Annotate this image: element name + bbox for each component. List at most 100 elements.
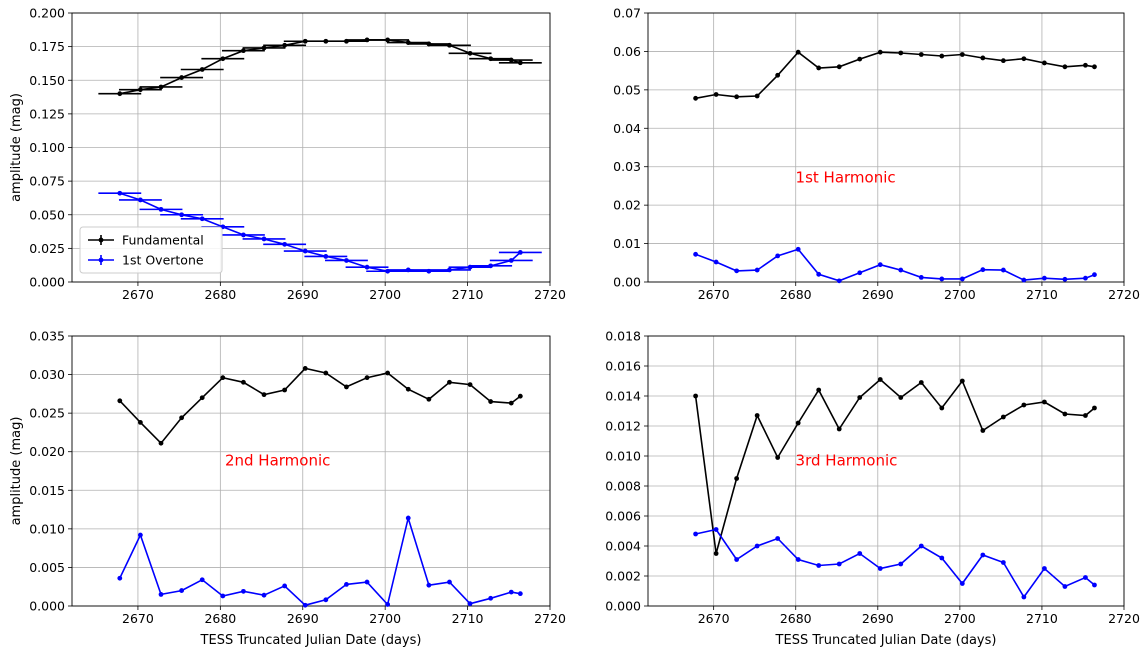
x-tick-label: 2710 xyxy=(1026,611,1058,626)
data-point xyxy=(1062,584,1068,589)
data-point xyxy=(898,561,904,567)
data-point xyxy=(1083,413,1088,418)
data-point xyxy=(754,413,760,418)
legend-label: 1st Overtone xyxy=(122,253,204,268)
x-tick-label: 2710 xyxy=(452,611,484,626)
data-point xyxy=(795,246,801,252)
data-point xyxy=(1083,275,1088,281)
y-tick-label: 0.02 xyxy=(613,198,641,213)
data-point xyxy=(508,589,514,595)
data-point xyxy=(816,65,822,71)
x-tick-label: 2680 xyxy=(204,287,236,302)
data-point xyxy=(179,588,185,593)
data-point xyxy=(980,267,986,273)
data-point xyxy=(517,250,523,255)
y-tick-label: 0.050 xyxy=(29,207,65,222)
data-point xyxy=(302,248,308,254)
data-point xyxy=(385,370,391,376)
data-point xyxy=(836,561,842,567)
legend-box xyxy=(79,226,223,274)
data-point xyxy=(1092,272,1097,278)
data-point xyxy=(179,75,185,80)
data-point xyxy=(261,236,267,242)
data-point xyxy=(199,216,205,222)
data-point xyxy=(199,67,205,72)
y-tick-label: 0.000 xyxy=(605,599,641,614)
data-point xyxy=(302,366,308,371)
series-overtone xyxy=(693,527,1097,600)
data-point xyxy=(1021,56,1027,62)
plot-frame xyxy=(647,12,1125,283)
plot-frame xyxy=(71,335,551,607)
y-tick-label: 0.03 xyxy=(613,159,641,174)
data-point xyxy=(939,405,945,411)
data-point xyxy=(877,49,883,55)
x-tick-label: 2670 xyxy=(122,287,154,302)
data-point xyxy=(344,582,349,587)
data-point xyxy=(898,395,904,400)
data-point xyxy=(1000,414,1006,420)
legend-label: Fundamental xyxy=(122,233,204,248)
data-point xyxy=(179,415,185,421)
data-point xyxy=(405,386,411,392)
data-point xyxy=(959,276,965,282)
data-point xyxy=(158,206,164,212)
series-overtone xyxy=(693,246,1097,284)
data-point xyxy=(836,278,842,284)
data-point xyxy=(1041,275,1047,281)
y-tick-label: 0.025 xyxy=(29,406,65,421)
data-point xyxy=(282,42,288,48)
data-point xyxy=(1092,405,1097,411)
data-point xyxy=(939,276,945,282)
data-point xyxy=(117,398,123,404)
y-tick-label: 0.004 xyxy=(605,539,641,554)
data-point xyxy=(158,592,164,597)
data-point xyxy=(1021,402,1027,408)
data-point xyxy=(775,455,781,460)
data-point xyxy=(877,566,883,571)
data-point xyxy=(405,267,411,273)
y-axis-label: amplitude (mag) xyxy=(9,417,24,526)
legend-item-fundamental: Fundamental xyxy=(88,233,204,248)
y-tick-label: 0.04 xyxy=(613,121,641,136)
series-overtone xyxy=(98,190,542,274)
data-point xyxy=(344,384,349,390)
y-tick-label: 0.005 xyxy=(29,560,65,575)
x-tick-label: 2720 xyxy=(534,611,566,626)
series-line xyxy=(695,528,1096,599)
y-tick-label: 0.025 xyxy=(29,241,65,256)
chart-panel-1: 2670 2680 2690 2700 2710 2720 0.000 0.025 0.050 0… xyxy=(9,6,566,303)
data-point xyxy=(734,476,740,481)
data-point xyxy=(488,595,494,601)
chart-panel-3: 2670 2680 2690 2700 2710 2720 0.000 0.005 0.010 0… xyxy=(9,329,566,649)
data-point xyxy=(693,393,698,399)
grid xyxy=(72,335,551,607)
legend-item-overtone: 1st Overtone xyxy=(88,253,204,268)
data-point xyxy=(877,377,883,382)
data-point xyxy=(220,375,226,381)
data-point xyxy=(488,399,494,404)
y-tick-label: 0.100 xyxy=(29,140,65,155)
data-point xyxy=(282,241,288,247)
series-fundamental xyxy=(693,377,1097,556)
data-point xyxy=(713,551,719,556)
x-tick-label: 2690 xyxy=(862,611,894,626)
data-point xyxy=(1083,575,1088,580)
data-point xyxy=(857,56,863,62)
data-point xyxy=(117,575,123,581)
data-point xyxy=(836,426,842,432)
data-point xyxy=(447,379,452,385)
data-point xyxy=(467,382,473,387)
y-tick-label: 0.06 xyxy=(613,44,641,59)
data-point xyxy=(138,420,143,425)
data-point xyxy=(241,48,246,54)
data-point xyxy=(836,64,842,70)
y-tick-label: 0.006 xyxy=(605,509,641,524)
y-tick-label: 0.002 xyxy=(605,569,641,584)
data-point xyxy=(1041,399,1047,405)
data-point xyxy=(1083,62,1088,68)
data-point xyxy=(775,253,781,259)
data-point xyxy=(959,52,965,57)
harmonic-annotation: 3rd Harmonic xyxy=(796,452,898,470)
